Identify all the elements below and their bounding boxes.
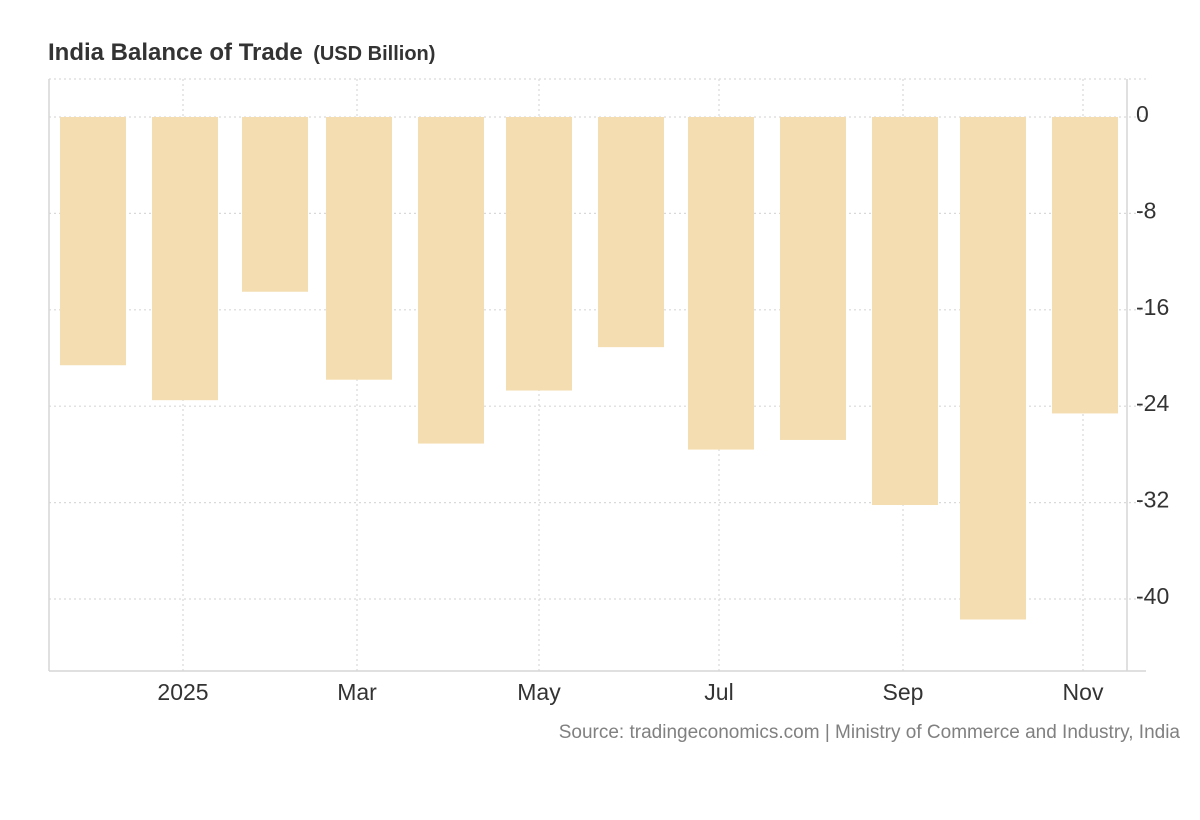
bar: Mar 2025: -21.8 [326,117,392,380]
y-tick-label: -16 [1136,294,1169,320]
chart-title: India Balance of Trade (USD Billion) [48,39,435,66]
y-tick-label: -32 [1136,487,1169,513]
bars: Dec 2024: -20.6 Jan 2025: -23.5 Feb 2025: … [60,117,1118,620]
bar: Jun 2025: -19.1 [598,117,664,348]
bar: Apr 2025: -27.1 [418,117,484,444]
x-axis-labels: 2025 Mar May Jul Sep Nov [157,679,1104,705]
chart-title-unit: (USD Billion) [313,43,435,65]
x-tick-label: 2025 [157,679,208,705]
x-tick-label: Jul [704,679,733,705]
y-axis-labels: 0 -8 -16 -24 -32 -40 [1136,101,1169,609]
chart-title-text: India Balance of Trade [48,39,303,66]
bar: Nov 2025: -24.6 [1052,117,1118,414]
x-tick-label: Mar [337,679,377,705]
bar: Oct 2025: -41.7 [960,117,1026,620]
y-tick-label: -8 [1136,197,1156,223]
bar: Feb 2025: -14.5 [242,117,308,292]
bar: Aug 2025: -26.8 [780,117,846,440]
y-tick-label: -24 [1136,390,1169,416]
axes [48,79,1146,672]
bar: Dec 2024: -20.6 [60,117,126,366]
x-tick-label: Nov [1063,679,1104,705]
bar: Jan 2025: -23.5 [152,117,218,401]
bar: Jul 2025: -27.6 [688,117,754,450]
y-tick-label: -40 [1136,583,1169,609]
x-tick-label: Sep [883,679,924,705]
bar: May 2025: -22.7 [506,117,572,391]
y-tick-label: 0 [1136,101,1149,127]
x-tick-label: May [517,679,561,705]
bar: Sep 2025: -32.2 [872,117,938,506]
source-note: Source: tradingeconomics.com | Ministry … [559,722,1181,743]
